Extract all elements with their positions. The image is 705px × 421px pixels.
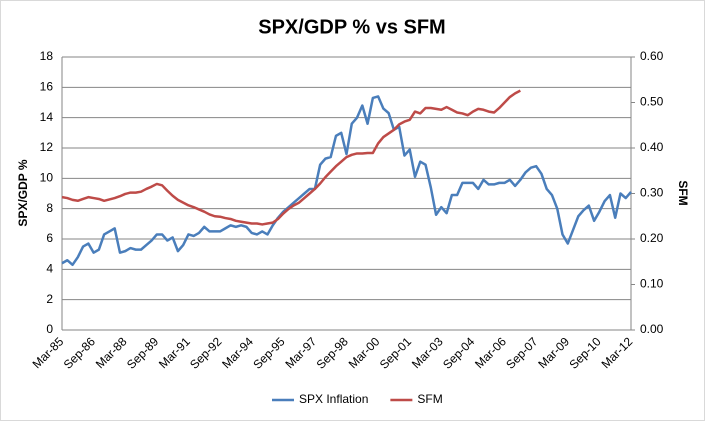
y2-tick-label: 0.30 [640, 186, 664, 200]
line-series [61, 89, 521, 226]
y-tick-label: 10 [40, 171, 54, 185]
chart-title: SPX/GDP % vs SFM [258, 16, 445, 38]
y2-tick-label: 0.40 [640, 140, 664, 154]
y2-tick-label: 0.20 [640, 231, 664, 245]
y-tick-label: 6 [46, 231, 53, 245]
y2-tick-label: 0.00 [640, 322, 664, 336]
y2-axis-title: SFM [676, 180, 690, 205]
legend-label: SFM [417, 392, 442, 406]
y-tick-label: 18 [40, 49, 54, 63]
line-series [61, 95, 632, 267]
y-tick-label: 12 [40, 140, 54, 154]
y2-tick-label: 0.60 [640, 49, 664, 63]
y-tick-label: 4 [46, 262, 53, 276]
y-tick-label: 14 [40, 110, 54, 124]
legend-label: SPX Inflation [299, 392, 368, 406]
y-tick-label: 2 [46, 292, 53, 306]
y-tick-label: 16 [40, 80, 54, 94]
y-tick-label: 8 [46, 201, 53, 215]
y2-tick-label: 0.10 [640, 277, 664, 291]
y-axis-title: SPX/GDP % [16, 159, 30, 226]
y-tick-label: 0 [46, 322, 53, 336]
y2-tick-label: 0.50 [640, 95, 664, 109]
